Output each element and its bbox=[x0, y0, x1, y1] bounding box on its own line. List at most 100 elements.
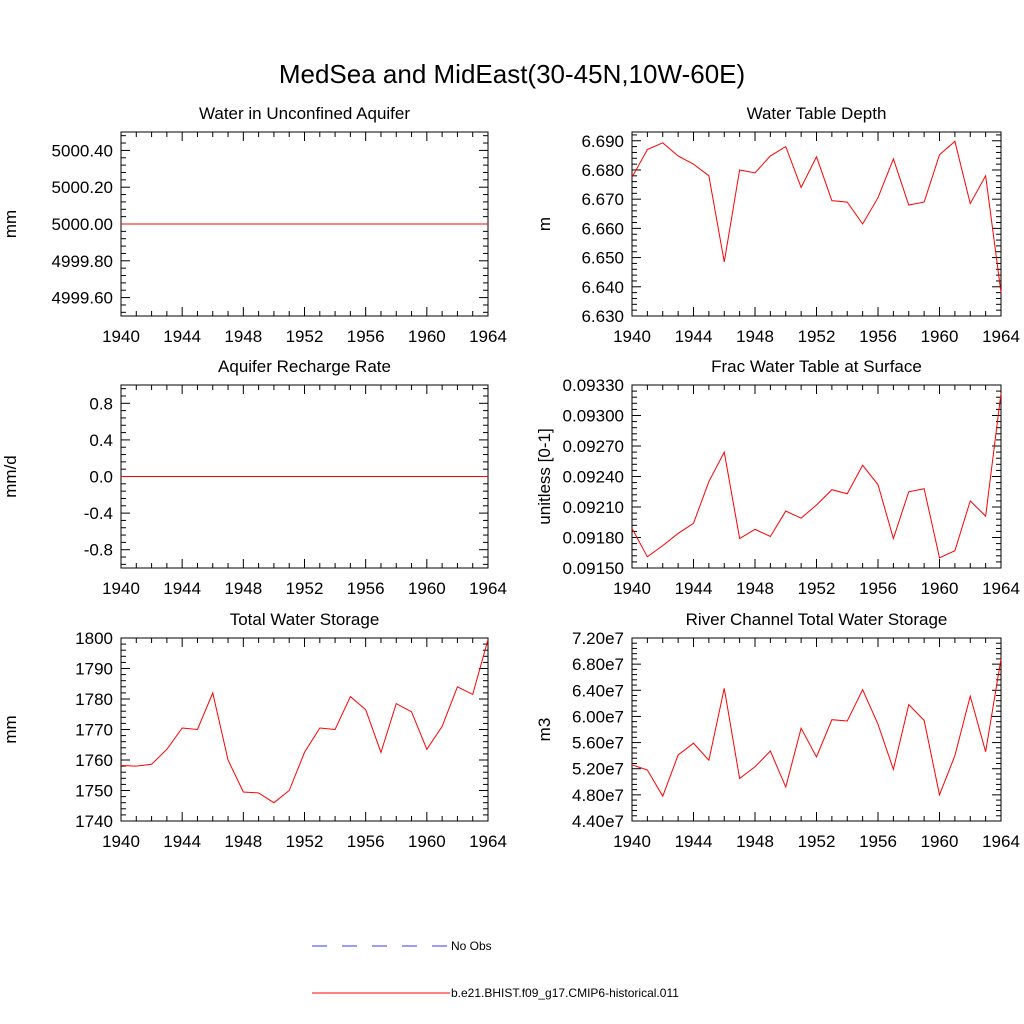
x-tick-label: 1964 bbox=[982, 832, 1020, 851]
y-tick-label: 1770 bbox=[75, 721, 113, 740]
y-tick-label: 4.80e7 bbox=[572, 786, 624, 805]
panel-river-channel-total-water-storage-series-line bbox=[631, 658, 1002, 798]
x-tick-label: 1956 bbox=[347, 579, 385, 598]
panel-total-water-storage: Total Water Storage 1940 1944 1948 1952 1956 1… bbox=[1, 610, 507, 851]
y-tick-label: 6.680 bbox=[581, 161, 624, 180]
x-tick-label: 1960 bbox=[921, 832, 959, 851]
x-tick-label: 1952 bbox=[286, 579, 324, 598]
panel-frac-water-table-at-surface: Frac Water Table at Surface 1940 1944 1948 1… bbox=[535, 357, 1020, 598]
x-tick-label: 1940 bbox=[613, 327, 651, 346]
y-tick-label: 0.0 bbox=[89, 468, 113, 487]
x-tick-label: 1948 bbox=[736, 579, 774, 598]
x-tick-label: 1940 bbox=[613, 832, 651, 851]
x-tick-label: 1956 bbox=[859, 579, 897, 598]
y-tick-label: 0.09300 bbox=[563, 407, 624, 426]
x-tick-label: 1948 bbox=[224, 832, 262, 851]
x-tick-label: 1944 bbox=[163, 579, 201, 598]
x-tick-label: 1940 bbox=[102, 832, 140, 851]
y-tick-label: 1760 bbox=[75, 751, 113, 770]
x-tick-label: 1956 bbox=[347, 327, 385, 346]
x-tick-label: 1952 bbox=[798, 832, 836, 851]
y-tick-label: 0.09180 bbox=[563, 529, 624, 548]
legend: No Obs b.e21.BHIST.f09_g17.CMIP6-historic… bbox=[312, 939, 679, 1000]
x-tick-label: 1960 bbox=[921, 327, 959, 346]
panel-frac-water-table-at-surface-y-axis-label: unitless [0-1] bbox=[535, 428, 554, 524]
x-tick-label: 1964 bbox=[469, 832, 507, 851]
y-tick-label: 5000.00 bbox=[52, 215, 113, 234]
x-tick-label: 1960 bbox=[408, 327, 446, 346]
y-tick-label: 6.670 bbox=[581, 190, 624, 209]
x-tick-label: 1964 bbox=[982, 579, 1020, 598]
x-tick-label: 1956 bbox=[347, 832, 385, 851]
x-tick-label: 1940 bbox=[102, 579, 140, 598]
x-tick-label: 1956 bbox=[859, 832, 897, 851]
legend-label: No Obs bbox=[451, 939, 492, 953]
y-tick-label: 1790 bbox=[75, 660, 113, 679]
y-tick-label: -0.8 bbox=[84, 541, 113, 560]
y-tick-label: 6.40e7 bbox=[572, 681, 624, 700]
y-tick-label: 6.640 bbox=[581, 278, 624, 297]
panel-total-water-storage-title: Total Water Storage bbox=[230, 610, 380, 629]
x-tick-label: 1964 bbox=[469, 327, 507, 346]
x-tick-label: 1948 bbox=[224, 579, 262, 598]
panel-water-table-depth-title: Water Table Depth bbox=[747, 104, 887, 123]
y-tick-label: 5000.20 bbox=[52, 178, 113, 197]
panel-total-water-storage-plot-frame bbox=[120, 637, 489, 822]
panel-water-table-depth-series-line bbox=[631, 140, 1002, 293]
y-tick-label: 0.09240 bbox=[563, 468, 624, 487]
panel-river-channel-total-water-storage-y-axis-label: m3 bbox=[535, 718, 554, 742]
y-tick-label: 1780 bbox=[75, 690, 113, 709]
legend-entry: b.e21.BHIST.f09_g17.CMIP6-historical.011 bbox=[312, 986, 679, 1000]
x-tick-label: 1948 bbox=[736, 327, 774, 346]
panel-water-table-depth-y-axis-label: m bbox=[535, 217, 554, 231]
x-tick-label: 1944 bbox=[163, 832, 201, 851]
x-tick-label: 1952 bbox=[286, 327, 324, 346]
y-tick-label: 4999.60 bbox=[52, 289, 113, 308]
panel-frac-water-table-at-surface-title: Frac Water Table at Surface bbox=[711, 357, 922, 376]
x-tick-label: 1964 bbox=[469, 579, 507, 598]
x-tick-label: 1952 bbox=[286, 832, 324, 851]
panel-aquifer-recharge-rate: Aquifer Recharge Rate 1940 1944 1948 1952 195… bbox=[1, 357, 507, 598]
y-tick-label: 6.80e7 bbox=[572, 655, 624, 674]
x-tick-label: 1944 bbox=[675, 579, 713, 598]
x-tick-label: 1948 bbox=[224, 327, 262, 346]
x-tick-label: 1940 bbox=[613, 579, 651, 598]
x-tick-label: 1960 bbox=[921, 579, 959, 598]
y-tick-label: 4.40e7 bbox=[572, 812, 624, 831]
y-tick-label: 1740 bbox=[75, 812, 113, 831]
panel-river-channel-total-water-storage: River Channel Total Water Storage 1940 194… bbox=[535, 610, 1020, 851]
y-tick-label: 7.20e7 bbox=[572, 629, 624, 648]
panel-aquifer-recharge-rate-y-axis-label: mm/d bbox=[1, 455, 20, 498]
y-tick-label: 0.09270 bbox=[563, 437, 624, 456]
chart-panels: Water in Unconfined Aquifer 1940 1944 1948 1… bbox=[1, 104, 1020, 851]
y-tick-label: 5000.40 bbox=[52, 141, 113, 160]
y-tick-label: 6.690 bbox=[581, 132, 624, 151]
x-tick-label: 1944 bbox=[675, 832, 713, 851]
panel-frac-water-table-at-surface-series-line bbox=[631, 393, 1002, 559]
y-tick-label: 0.8 bbox=[89, 394, 113, 413]
y-tick-label: 4999.80 bbox=[52, 252, 113, 271]
panel-water-in-unconfined-aquifer: Water in Unconfined Aquifer 1940 1944 1948 1… bbox=[1, 104, 507, 346]
y-tick-label: 6.650 bbox=[581, 249, 624, 268]
x-tick-label: 1944 bbox=[675, 327, 713, 346]
y-tick-label: 6.00e7 bbox=[572, 707, 624, 726]
x-tick-label: 1956 bbox=[859, 327, 897, 346]
y-tick-label: 5.20e7 bbox=[572, 760, 624, 779]
panel-river-channel-total-water-storage-plot-frame bbox=[631, 637, 1002, 822]
panel-total-water-storage-y-axis-label: mm bbox=[1, 715, 20, 743]
y-tick-label: 5.60e7 bbox=[572, 734, 624, 753]
x-tick-label: 1960 bbox=[408, 579, 446, 598]
x-tick-label: 1952 bbox=[798, 327, 836, 346]
y-tick-label: 0.09210 bbox=[563, 498, 624, 517]
panel-water-table-depth: Water Table Depth 1940 1944 1948 1952 1956 196… bbox=[535, 104, 1020, 346]
y-tick-label: 6.630 bbox=[581, 307, 624, 326]
y-tick-label: 1750 bbox=[75, 782, 113, 801]
panel-frac-water-table-at-surface-plot-frame bbox=[631, 384, 1002, 569]
y-tick-label: 1800 bbox=[75, 629, 113, 648]
figure-title: MedSea and MidEast(30-45N,10W-60E) bbox=[279, 59, 745, 89]
x-tick-label: 1940 bbox=[102, 327, 140, 346]
x-tick-label: 1964 bbox=[982, 327, 1020, 346]
y-tick-label: 0.09330 bbox=[563, 376, 624, 395]
panel-river-channel-total-water-storage-title: River Channel Total Water Storage bbox=[686, 610, 948, 629]
